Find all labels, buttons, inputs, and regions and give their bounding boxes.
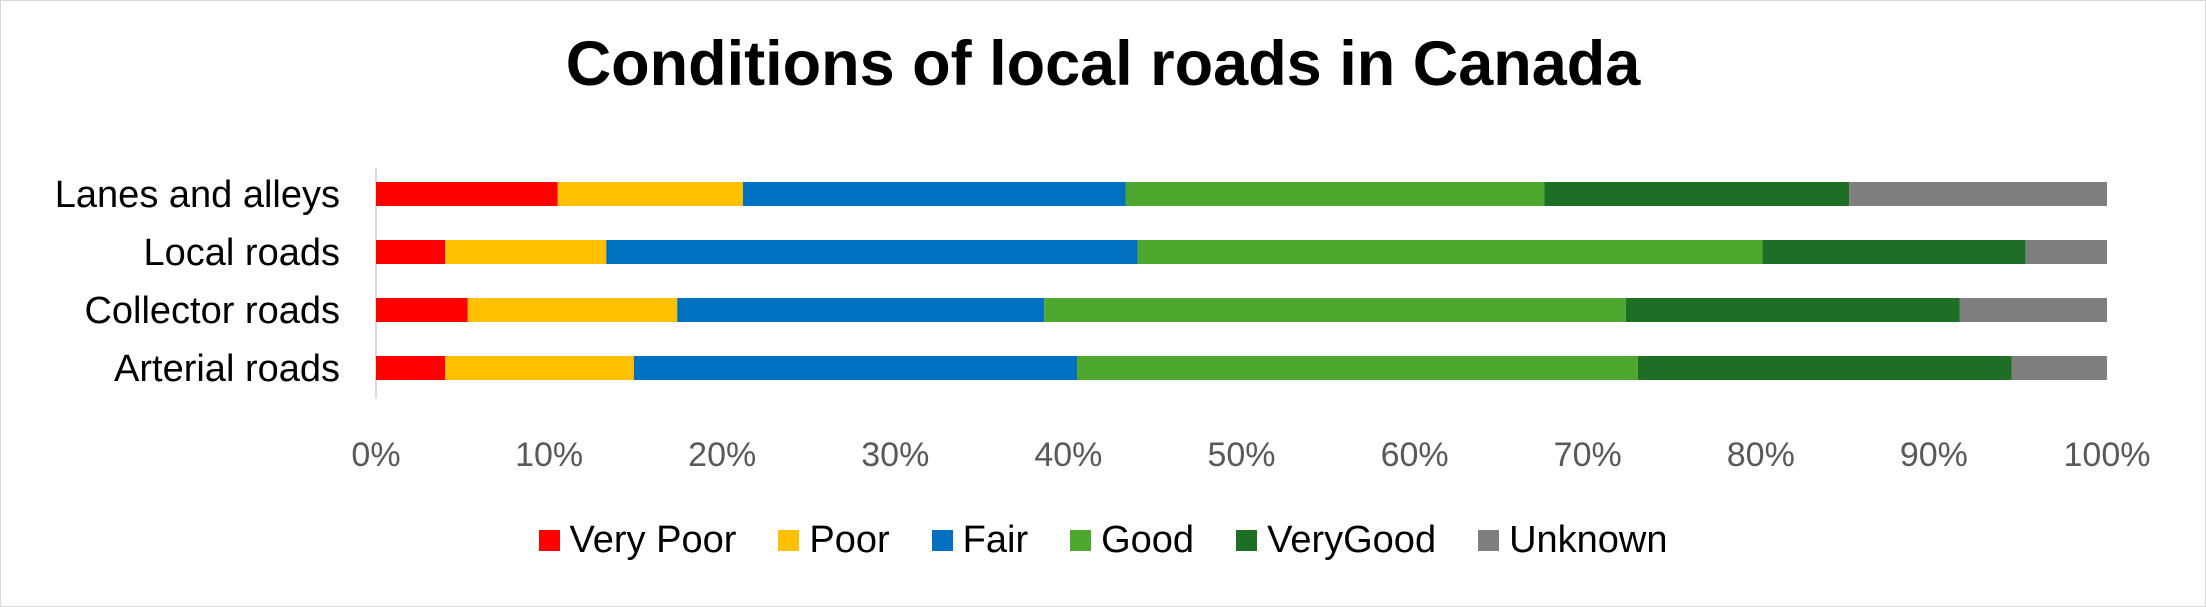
- bar-segment: [376, 182, 558, 206]
- category-label: Collector roads: [84, 290, 340, 332]
- bar-segment: [1137, 240, 1763, 264]
- x-tick-label: 10%: [515, 436, 583, 474]
- legend-label: Good: [1101, 518, 1195, 561]
- bar-segment: [2011, 356, 2107, 380]
- legend-item: Very Poor: [538, 518, 737, 562]
- x-tick-label: 90%: [1900, 436, 1968, 474]
- legend-item: Unknown: [1478, 518, 1668, 562]
- bar-segment: [633, 356, 1078, 380]
- x-tick-label: 60%: [1381, 436, 1449, 474]
- bar-segment: [1762, 240, 2026, 264]
- category-label: Local roads: [144, 232, 340, 274]
- x-tick-label: 40%: [1034, 436, 1102, 474]
- category-label: Lanes and alleys: [55, 174, 340, 216]
- bar-segment: [1637, 356, 2012, 380]
- bar-segment: [467, 298, 678, 322]
- bar-segment: [445, 356, 634, 380]
- bar-segment: [2025, 240, 2107, 264]
- bar-segment: [557, 182, 743, 206]
- bar-segment: [376, 356, 446, 380]
- x-tick-label: 70%: [1554, 436, 1622, 474]
- x-tick-label: 0%: [351, 436, 400, 474]
- bar-segment: [1077, 356, 1638, 380]
- legend-label: Unknown: [1509, 518, 1668, 561]
- legend-swatch: [931, 529, 953, 551]
- bar-segment: [1959, 298, 2107, 322]
- bar-segment: [1849, 182, 2107, 206]
- chart-legend: Very Poor Poor Fair Good VeryGood Unknown: [0, 510, 2206, 570]
- legend-item: Good: [1070, 519, 1194, 562]
- bar-segment: [376, 240, 446, 264]
- chart-title: Conditions of local roads in Canada: [565, 29, 1641, 99]
- bar-segment: [1125, 182, 1545, 206]
- x-tick-label: 80%: [1727, 436, 1795, 474]
- bar-segment: [677, 298, 1045, 322]
- bar-segment: [445, 240, 607, 264]
- category-label: Arterial roads: [114, 348, 340, 390]
- bar-segment: [742, 182, 1126, 206]
- legend-swatch: [1478, 529, 1500, 551]
- legend-item: Poor: [778, 518, 890, 562]
- legend-label: Poor: [809, 518, 890, 561]
- legend-label: VeryGood: [1267, 518, 1437, 561]
- legend-label: Fair: [962, 518, 1029, 561]
- legend-swatch: [1236, 529, 1258, 551]
- x-tick-label: 20%: [688, 436, 756, 474]
- x-tick-label: 30%: [861, 436, 929, 474]
- bar-segment: [1044, 298, 1626, 322]
- bar-segment: [606, 240, 1138, 264]
- bar-segment: [1544, 182, 1850, 206]
- x-tick-label: 100%: [2064, 436, 2151, 474]
- legend-label: Very Poor: [569, 518, 737, 561]
- legend-swatch: [538, 529, 560, 551]
- bar-segment: [376, 298, 468, 322]
- legend-item: Fair: [931, 518, 1029, 562]
- legend-item: VeryGood: [1236, 519, 1436, 562]
- bar-segment: [1625, 298, 1960, 322]
- x-tick-label: 50%: [1207, 436, 1275, 474]
- legend-swatch: [778, 529, 800, 551]
- legend-swatch: [1070, 529, 1092, 551]
